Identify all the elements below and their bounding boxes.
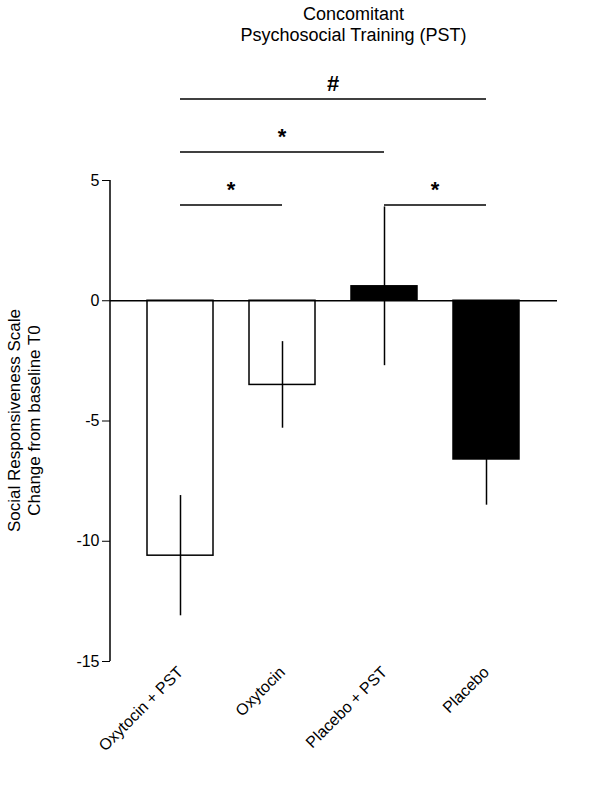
svg-text:0: 0 xyxy=(91,292,100,309)
svg-text:*: * xyxy=(227,177,236,202)
svg-text:-10: -10 xyxy=(76,532,99,549)
svg-text:*: * xyxy=(278,124,287,149)
svg-text:5: 5 xyxy=(91,172,100,189)
svg-text:Placebo: Placebo xyxy=(439,663,492,716)
svg-text:#: # xyxy=(327,71,339,96)
html-text:Concomitant Psychosocial Train: Concomitant Psychosocial Training (PST) xyxy=(240,4,467,45)
svg-text:*: * xyxy=(431,177,440,202)
svg-text:Social Responsiveness ScaleCha: Social Responsiveness ScaleChange from b… xyxy=(5,309,44,532)
svg-text:-15: -15 xyxy=(76,653,99,670)
svg-text:-5: -5 xyxy=(85,412,99,429)
svg-text:Oxytocin: Oxytocin xyxy=(232,663,288,719)
svg-text:Placebo + PST: Placebo + PST xyxy=(302,663,390,751)
svg-text:Oxytocin + PST: Oxytocin + PST xyxy=(95,663,186,754)
